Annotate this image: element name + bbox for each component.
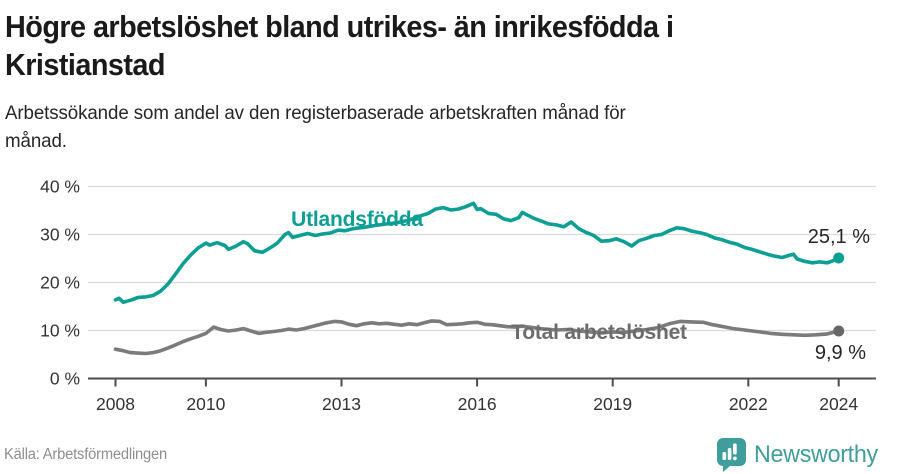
y-tick-label-40: 40 % [40,177,80,197]
series-line-total [113,319,841,356]
x-tick-label-2019: 2019 [593,394,632,414]
series-line-utlandsfodda [113,201,841,305]
series-end-dot-total [833,325,845,337]
end-value-label-total: 9,9 % [815,342,866,364]
newsworthy-brand: Newsworthy [717,438,882,472]
logo-badge-shape [717,438,747,472]
chart-subtitle: Arbetssökande som andel av den registerb… [5,102,626,152]
chart-title: Högre arbetslöshet bland utrikes- än inr… [5,9,674,82]
logo-exclamation-dot [733,456,737,461]
y-tick-label-0: 0 % [50,369,80,389]
y-tick-label-30: 30 % [40,225,80,245]
logo-exclamation-bar [733,443,737,455]
series-label-utlandsfodda: Utlandsfödda [291,208,423,231]
end-value-label-utlandsfodda: 25,1 % [808,226,870,248]
x-tick-label-2024: 2024 [819,394,858,414]
logo-bar-short [722,452,727,460]
logo-bar-tall [728,448,732,460]
newsworthy-wordmark: Newsworthy [754,441,879,468]
x-tick-label-2013: 2013 [322,394,361,414]
series-label-total: Total arbetslöshet [511,321,687,344]
x-tick-label-2016: 2016 [458,394,497,414]
x-tick-label-2010: 2010 [186,394,225,414]
source-attribution: Källa: Arbetsförmedlingen [4,446,168,463]
y-tick-label-20: 20 % [40,273,80,293]
series-end-dot-utlandsfodda [833,252,845,264]
x-tick-label-2022: 2022 [729,394,768,414]
x-tick-label-2008: 2008 [96,394,135,414]
y-tick-label-10: 10 % [40,321,80,341]
newsworthy-logo-icon [717,438,747,472]
